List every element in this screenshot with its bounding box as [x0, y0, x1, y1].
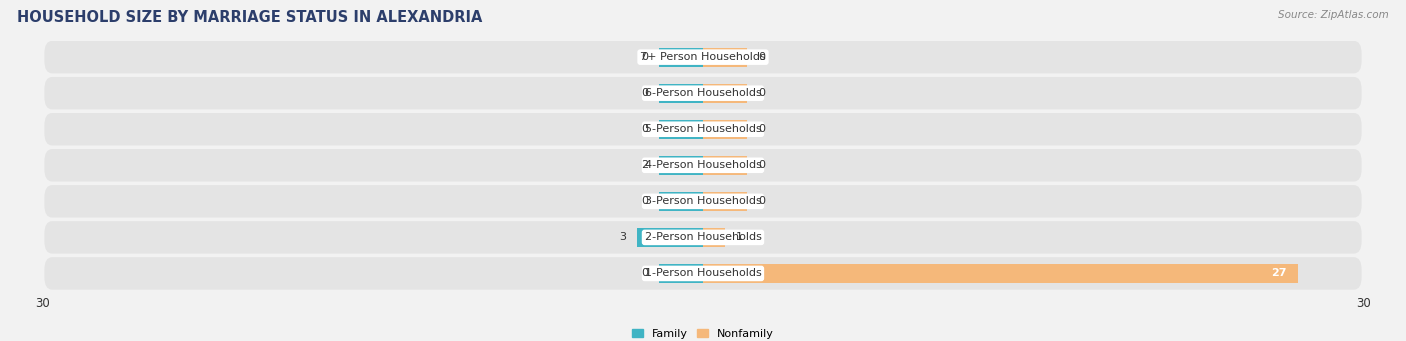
Text: 27: 27: [1271, 268, 1286, 279]
Text: Source: ZipAtlas.com: Source: ZipAtlas.com: [1278, 10, 1389, 20]
Bar: [703, 84, 747, 103]
FancyBboxPatch shape: [45, 185, 1361, 218]
Bar: [703, 192, 747, 211]
FancyBboxPatch shape: [45, 149, 1361, 181]
Text: 0: 0: [641, 268, 648, 279]
Bar: [659, 48, 703, 66]
Bar: [659, 264, 703, 283]
Text: 0: 0: [758, 52, 765, 62]
Text: 0: 0: [758, 196, 765, 206]
Text: 0: 0: [641, 124, 648, 134]
Bar: [659, 156, 703, 175]
Text: 0: 0: [641, 88, 648, 98]
Bar: [659, 120, 703, 138]
Text: 0: 0: [641, 196, 648, 206]
FancyBboxPatch shape: [45, 221, 1361, 254]
Text: 4-Person Households: 4-Person Households: [644, 160, 762, 170]
Bar: [703, 228, 725, 247]
Text: 3: 3: [619, 232, 626, 242]
Bar: [703, 48, 747, 66]
FancyBboxPatch shape: [45, 41, 1361, 73]
Text: 0: 0: [758, 124, 765, 134]
Bar: [637, 228, 703, 247]
Bar: [703, 156, 747, 175]
Text: 6-Person Households: 6-Person Households: [644, 88, 762, 98]
FancyBboxPatch shape: [45, 113, 1361, 146]
Bar: [659, 192, 703, 211]
Bar: [703, 264, 1298, 283]
Text: 0: 0: [758, 88, 765, 98]
Text: 1: 1: [737, 232, 742, 242]
Text: HOUSEHOLD SIZE BY MARRIAGE STATUS IN ALEXANDRIA: HOUSEHOLD SIZE BY MARRIAGE STATUS IN ALE…: [17, 10, 482, 25]
Text: 0: 0: [641, 52, 648, 62]
Bar: [703, 120, 747, 138]
Text: 0: 0: [758, 160, 765, 170]
Text: 7+ Person Households: 7+ Person Households: [640, 52, 766, 62]
Legend: Family, Nonfamily: Family, Nonfamily: [627, 324, 779, 341]
FancyBboxPatch shape: [45, 257, 1361, 290]
Text: 1-Person Households: 1-Person Households: [644, 268, 762, 279]
Text: 2: 2: [641, 160, 648, 170]
FancyBboxPatch shape: [45, 77, 1361, 109]
Bar: [659, 84, 703, 103]
Text: 2-Person Households: 2-Person Households: [644, 232, 762, 242]
Text: 3-Person Households: 3-Person Households: [644, 196, 762, 206]
Text: 5-Person Households: 5-Person Households: [644, 124, 762, 134]
